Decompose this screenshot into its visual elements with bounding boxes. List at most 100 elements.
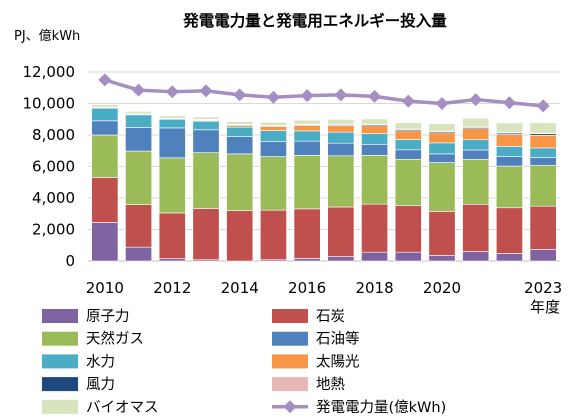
bar-天然ガス-2014 (226, 153, 254, 211)
bar-バイオマス-2020 (428, 123, 456, 132)
bar-天然ガス-2020 (428, 162, 456, 212)
bar-天然ガス-2010 (91, 134, 119, 178)
y-tick-label-0: 0 (65, 252, 75, 270)
bar-石油等-2013 (192, 129, 220, 153)
x-tick-label-2016: 2016 (288, 279, 326, 297)
bar-バイオマス-2019 (394, 122, 422, 130)
legend-item-原子力: 原子力 (42, 308, 130, 325)
bar-原子力-2011 (125, 246, 153, 262)
bar-太陽光-2017 (327, 125, 355, 133)
bar-原子力-2022 (495, 253, 523, 262)
x-tick-label-2012: 2012 (153, 279, 191, 297)
x-tick-label-2014: 2014 (221, 279, 259, 297)
generation-line (98, 73, 550, 113)
legend-swatch-原子力 (42, 309, 78, 323)
legend-item-天然ガス: 天然ガス (42, 331, 144, 348)
bar-石炭-2019 (394, 205, 422, 253)
bar-バイオマス-2017 (327, 119, 355, 125)
y-tick-label-12000: 12,000 (23, 63, 76, 81)
legend-swatch-marker (283, 400, 297, 414)
bar-石油等-2021 (462, 149, 490, 160)
legend-swatch-水力 (42, 354, 78, 369)
bar-太陽光-2023 (529, 135, 557, 149)
bar-天然ガス-2016 (293, 155, 321, 210)
bar-水力-2017 (327, 131, 355, 144)
legend-label-太陽光: 太陽光 (316, 353, 360, 370)
bar-石油等-2015 (259, 141, 287, 157)
bar-太陽光-2021 (462, 128, 490, 141)
bar-石炭-2011 (125, 204, 153, 248)
bar-太陽光-2019 (394, 130, 422, 140)
legend-item-発電電力量(億kWh): 発電電力量(億kWh) (272, 399, 446, 416)
generation-point-2021 (469, 93, 483, 107)
bar-水力-2015 (259, 130, 287, 142)
bar-石油等-2012 (158, 127, 186, 159)
bar-水力-2013 (192, 120, 220, 131)
legend-label-水力: 水力 (86, 353, 115, 370)
legend-swatch-風力 (42, 377, 78, 392)
bar-バイオマス-2010 (91, 104, 119, 108)
bar-水力-2014 (226, 126, 254, 137)
bar-石油等-2017 (327, 142, 355, 157)
bar-石炭-2010 (91, 177, 119, 223)
y-tick-label-6000: 6,000 (32, 158, 75, 176)
bar-原子力-2016 (293, 258, 321, 262)
legend-label-地熱: 地熱 (316, 376, 345, 393)
bar-太陽光-2018 (361, 125, 389, 134)
generation-point-2015 (266, 90, 280, 104)
legend-item-水力: 水力 (42, 353, 115, 370)
bar-石炭-2015 (259, 209, 287, 261)
bar-バイオマス-2021 (462, 117, 490, 128)
generation-point-2020 (435, 97, 449, 110)
generation-point-2014 (233, 88, 247, 102)
generation-point-2013 (199, 84, 213, 98)
bar-水力-2012 (158, 118, 186, 129)
bar-原子力-2019 (394, 251, 422, 262)
bar-水力-2018 (361, 133, 389, 145)
bar-天然ガス-2018 (361, 155, 389, 205)
bar-石油等-2010 (91, 120, 119, 136)
legend-item-太陽光: 太陽光 (272, 353, 360, 370)
bar-天然ガス-2015 (259, 156, 287, 211)
x-tick-label-2020: 2020 (423, 279, 461, 297)
bar-水力-2020 (428, 142, 456, 155)
bar-天然ガス-2023 (529, 164, 557, 207)
bar-原子力-2020 (428, 255, 456, 262)
legend-label-発電電力量(億kWh): 発電電力量(億kWh) (316, 399, 446, 416)
bar-石油等-2011 (125, 127, 153, 152)
bar-石炭-2020 (428, 211, 456, 256)
legend-label-天然ガス: 天然ガス (86, 331, 144, 348)
generation-point-2017 (334, 88, 348, 102)
x-axis-label: 年度 (530, 298, 560, 316)
legend-item-石油等: 石油等 (272, 330, 360, 348)
bar-原子力-2012 (158, 258, 186, 262)
bar-水力-2023 (529, 147, 557, 158)
generation-point-2023 (536, 99, 550, 113)
bar-原子力-2021 (462, 251, 490, 262)
bar-石油等-2022 (495, 156, 523, 167)
y-tick-label-10000: 10,000 (23, 95, 76, 113)
generation-point-2018 (368, 89, 382, 103)
bar-石炭-2021 (462, 204, 490, 252)
generation-point-2010 (98, 73, 112, 87)
bar-石炭-2018 (361, 203, 389, 253)
legend-swatch-バイオマス (42, 399, 78, 414)
legend-swatch-石炭 (272, 309, 308, 323)
y-tick-label-8000: 8,000 (32, 126, 75, 144)
legend-swatch-太陽光 (272, 354, 308, 369)
bar-石炭-2013 (192, 208, 220, 261)
bar-石炭-2016 (293, 208, 321, 259)
legend-item-風力: 風力 (42, 376, 115, 393)
legend-label-バイオマス: バイオマス (86, 400, 159, 416)
bar-原子力-2010 (91, 222, 119, 262)
bar-バイオマス-2011 (125, 111, 153, 115)
generation-point-2016 (300, 89, 314, 103)
legend-swatch-天然ガス (42, 331, 78, 346)
chart-title: 発電電力量と発電用エネルギー投入量 (182, 11, 447, 30)
x-axis: 2010 2012 2014 2016 2018 2020 2023 (86, 279, 562, 297)
x-tick-label-2023: 2023 (524, 279, 562, 297)
legend-label-原子力: 原子力 (86, 308, 130, 325)
generation-point-2019 (401, 94, 415, 108)
bar-石炭-2023 (529, 205, 557, 250)
